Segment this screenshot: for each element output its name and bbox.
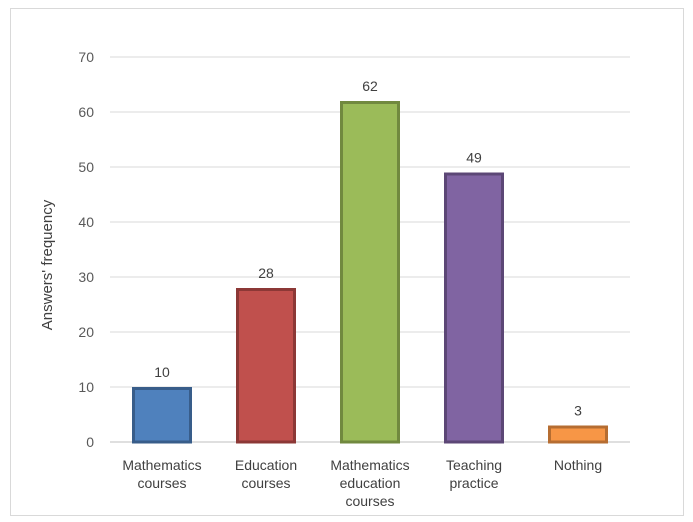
y-tick-label: 70	[78, 49, 94, 65]
x-category-label: Mathematics education courses	[330, 457, 409, 509]
data-label: 3	[574, 403, 582, 419]
x-category-label-line: Teaching	[446, 457, 502, 473]
y-tick-label: 50	[78, 159, 94, 175]
y-axis-title: Answers' frequency	[39, 199, 56, 330]
x-category-label-line: Mathematics	[122, 457, 201, 473]
y-tick-label: 30	[78, 269, 94, 285]
y-axis-ticks: 0 10 20 30 40 50 60 70	[78, 49, 94, 450]
x-category-label-line: courses	[137, 475, 186, 491]
x-category-label-line: Mathematics	[330, 457, 409, 473]
data-label: 10	[154, 364, 170, 380]
x-category-label-line: practice	[449, 475, 498, 491]
bar	[132, 387, 192, 444]
bars	[132, 101, 608, 444]
data-label: 28	[258, 265, 274, 281]
bar	[548, 425, 608, 444]
x-category-label-line: education	[340, 475, 401, 491]
y-tick-label: 10	[78, 379, 94, 395]
y-tick-label: 60	[78, 104, 94, 120]
x-category-label-line: courses	[241, 475, 290, 491]
bar	[236, 288, 296, 444]
x-category-label-line: Nothing	[554, 457, 602, 473]
x-category-label: Mathematics courses	[122, 457, 201, 491]
y-tick-label: 0	[86, 434, 94, 450]
y-tick-label: 20	[78, 324, 94, 340]
x-category-label: Teaching practice	[446, 457, 502, 491]
x-category-label-line: Education	[235, 457, 297, 473]
x-category-label-line: courses	[345, 493, 394, 509]
bar	[444, 172, 504, 444]
data-labels: 10 28 62 49 3	[154, 78, 582, 419]
x-category-label: Education courses	[235, 457, 297, 491]
data-label: 62	[362, 78, 378, 94]
x-category-label: Nothing	[554, 457, 602, 473]
y-tick-label: 40	[78, 214, 94, 230]
bar	[340, 101, 400, 444]
data-label: 49	[466, 150, 482, 166]
